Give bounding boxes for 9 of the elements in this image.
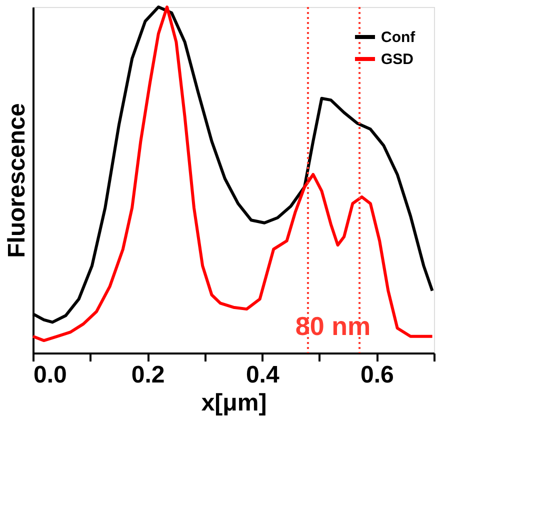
legend-label: Conf (381, 29, 416, 46)
x-tick-label: 0.0 (34, 362, 67, 388)
annotation: 80 nm (295, 311, 371, 341)
x-axis-title: x[μm] (201, 390, 267, 416)
x-tick-label: 0.4 (246, 362, 280, 388)
x-tick-label: 0.6 (360, 362, 394, 388)
y-axis-title: Fluorescence (4, 103, 30, 258)
legend-label: GSD (381, 51, 414, 68)
x-tick-label: 0.2 (131, 362, 165, 388)
